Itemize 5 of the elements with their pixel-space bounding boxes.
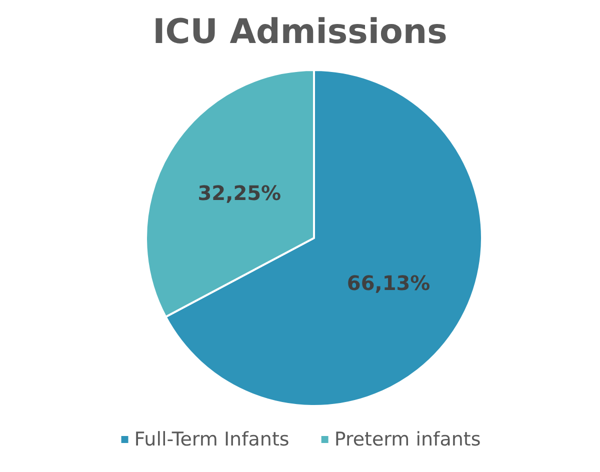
chart-title: ICU Admissions [152,12,448,52]
data-label: 66,13% [346,270,430,295]
legend-label: Full-Term Infants [134,428,290,450]
data-label: 32,25% [198,181,282,206]
legend-label: Preterm infants [334,428,481,450]
